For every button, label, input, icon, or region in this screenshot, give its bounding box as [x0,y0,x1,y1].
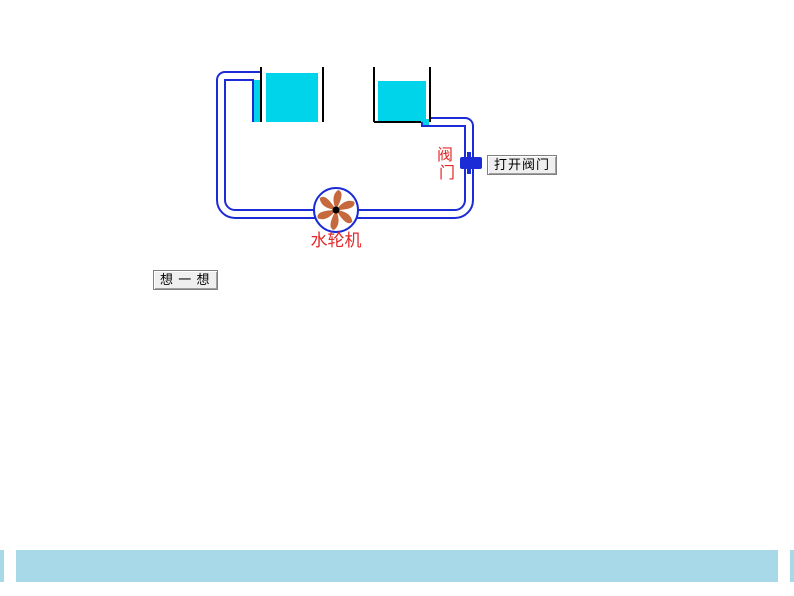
think-button[interactable]: 想 一 想 [153,270,218,290]
diagram-stage: 阀 门 水轮机 打开阀门 想 一 想 [0,0,794,596]
valve-label: 阀 门 [437,146,457,182]
open-valve-button[interactable]: 打开阀门 [487,155,557,175]
valve-icon [460,152,482,174]
tank-left [254,67,323,122]
bottom-band [0,550,794,582]
turbine [314,188,358,232]
diagram-svg: 阀 门 水轮机 [0,0,794,596]
tank-right [374,67,430,125]
turbine-label: 水轮机 [311,231,362,250]
